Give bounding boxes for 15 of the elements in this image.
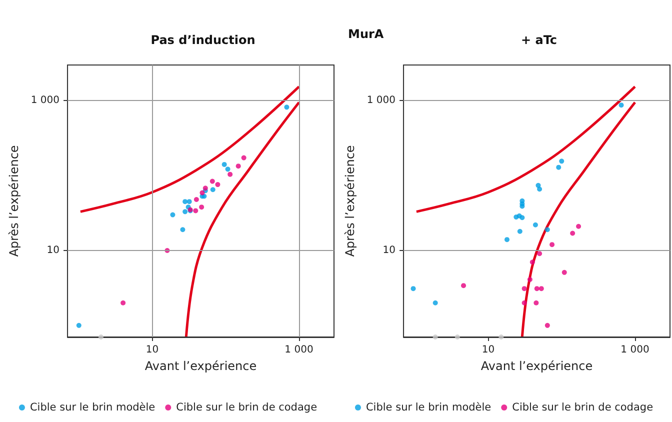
legend-label: Cible sur le brin modèle — [366, 402, 492, 414]
text: MurA — [348, 27, 384, 41]
chart-title: + aTc — [520, 33, 558, 47]
x-tick-label: 1 000 — [284, 344, 314, 356]
chart-title: Pas d’induction — [150, 33, 256, 47]
legend-label: Cible sur le brin modèle — [30, 402, 156, 414]
legend-label: Cible sur le brin de codage — [176, 402, 318, 414]
x-axis-title: Avant l’expérience — [144, 358, 257, 373]
legend-label: Cible sur le brin de codage — [512, 402, 654, 414]
x-axis-title: Avant l’expérience — [480, 358, 593, 373]
x-tick-label: 10 — [146, 344, 159, 356]
y-axis-title: Après l’expérience — [343, 145, 357, 257]
x-tick-label: 1 000 — [620, 344, 650, 356]
x-tick-label: 10 — [482, 344, 495, 356]
y-axis-title: Après l’expérience — [7, 145, 21, 257]
